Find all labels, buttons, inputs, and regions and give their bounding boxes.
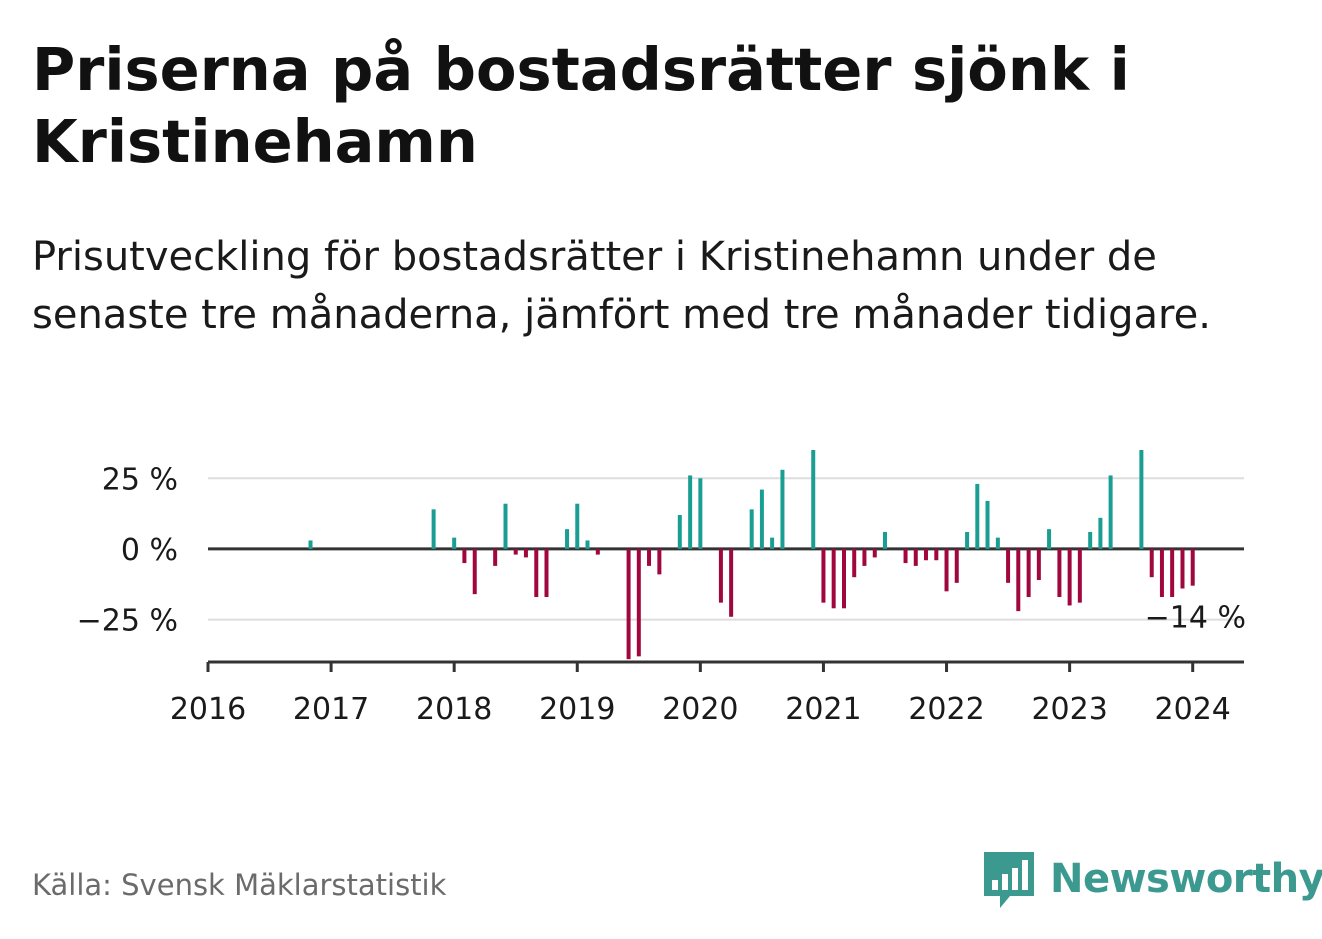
bar — [1006, 548, 1011, 583]
x-tick-label: 2024 — [1155, 692, 1231, 727]
bar — [1057, 548, 1062, 597]
y-tick-label: 0 % — [121, 533, 178, 568]
x-tick-label: 2022 — [908, 692, 984, 727]
x-tick-label: 2020 — [662, 692, 738, 727]
chart-title: Priserna på bostadsrätter sjönk i Kristi… — [32, 35, 1130, 176]
x-tick-label: 2021 — [785, 692, 861, 727]
bar — [811, 450, 816, 549]
bar — [647, 548, 652, 566]
bar — [913, 548, 918, 566]
bar — [862, 548, 867, 566]
x-tick-label: 2016 — [170, 692, 246, 727]
bar — [780, 469, 785, 549]
bar — [595, 548, 600, 555]
bar — [1067, 548, 1072, 606]
x-axis-labels: 2016 2017 2018 2019 2020 2021 2022 2023 2024 — [170, 692, 1231, 727]
bar — [657, 548, 662, 575]
bar — [534, 548, 539, 597]
bar — [585, 540, 590, 549]
bar — [759, 489, 764, 549]
x-tick-label: 2018 — [416, 692, 492, 727]
bar — [565, 529, 570, 549]
bar — [462, 548, 467, 564]
bar — [985, 500, 990, 549]
bar — [1139, 450, 1144, 549]
bar — [954, 548, 959, 583]
last-value-label: −14 % — [1145, 601, 1246, 636]
bar — [1190, 548, 1195, 586]
bar — [452, 537, 457, 549]
bar — [626, 548, 631, 660]
bar — [872, 548, 877, 558]
bar — [1077, 548, 1082, 603]
x-tick-label: 2023 — [1031, 692, 1107, 727]
bar — [841, 548, 846, 609]
bar — [1016, 548, 1021, 612]
bar — [1088, 531, 1093, 549]
bar — [308, 540, 313, 549]
bar — [1036, 548, 1041, 581]
bar — [934, 548, 939, 561]
bar — [852, 548, 857, 578]
bar — [882, 531, 887, 549]
bar — [431, 509, 436, 549]
bar — [493, 548, 498, 566]
bar — [472, 548, 477, 595]
bar — [903, 548, 908, 564]
bar — [770, 537, 775, 549]
bar — [1159, 548, 1164, 597]
bar — [1108, 475, 1113, 549]
bar — [749, 509, 754, 549]
bar — [1026, 548, 1031, 597]
bar — [544, 548, 549, 597]
bar — [821, 548, 826, 603]
bar — [995, 537, 1000, 549]
bar — [688, 475, 693, 549]
bar-chart: 25 % 0 % −25 % 2016 2017 2018 2019 2020 2021 202… — [77, 450, 1246, 727]
bar — [677, 515, 682, 549]
newsworthy-logo-icon — [984, 852, 1034, 908]
bar — [944, 548, 949, 592]
bar — [1098, 517, 1103, 549]
bar — [575, 503, 580, 549]
bar — [965, 531, 970, 549]
x-tick-label: 2019 — [539, 692, 615, 727]
bar — [1047, 529, 1052, 549]
bars — [308, 450, 1195, 660]
bar — [523, 548, 528, 558]
newsworthy-logo: Newsworthy — [980, 848, 1322, 910]
bar — [718, 548, 723, 603]
chart-subtitle: Prisutveckling för bostadsrätter i Krist… — [32, 234, 1211, 338]
x-tick-label: 2017 — [293, 692, 369, 727]
y-tick-label: −25 % — [77, 604, 178, 639]
bar — [1149, 548, 1154, 578]
brand-name: Newsworthy — [1050, 856, 1322, 902]
bar — [1170, 548, 1175, 597]
bar — [513, 548, 518, 555]
bar — [831, 548, 836, 609]
bar — [503, 503, 508, 549]
gridlines — [208, 477, 1244, 621]
bar — [729, 548, 734, 617]
source-credit: Källa: Svensk Mäklarstatistik — [32, 868, 447, 902]
axes — [206, 660, 1244, 672]
bar — [636, 548, 641, 657]
bar — [923, 548, 928, 561]
y-axis-labels: 25 % 0 % −25 % — [77, 462, 178, 638]
bar — [1180, 548, 1185, 589]
bar — [975, 483, 980, 549]
bar — [698, 478, 703, 549]
y-tick-label: 25 % — [102, 462, 178, 497]
